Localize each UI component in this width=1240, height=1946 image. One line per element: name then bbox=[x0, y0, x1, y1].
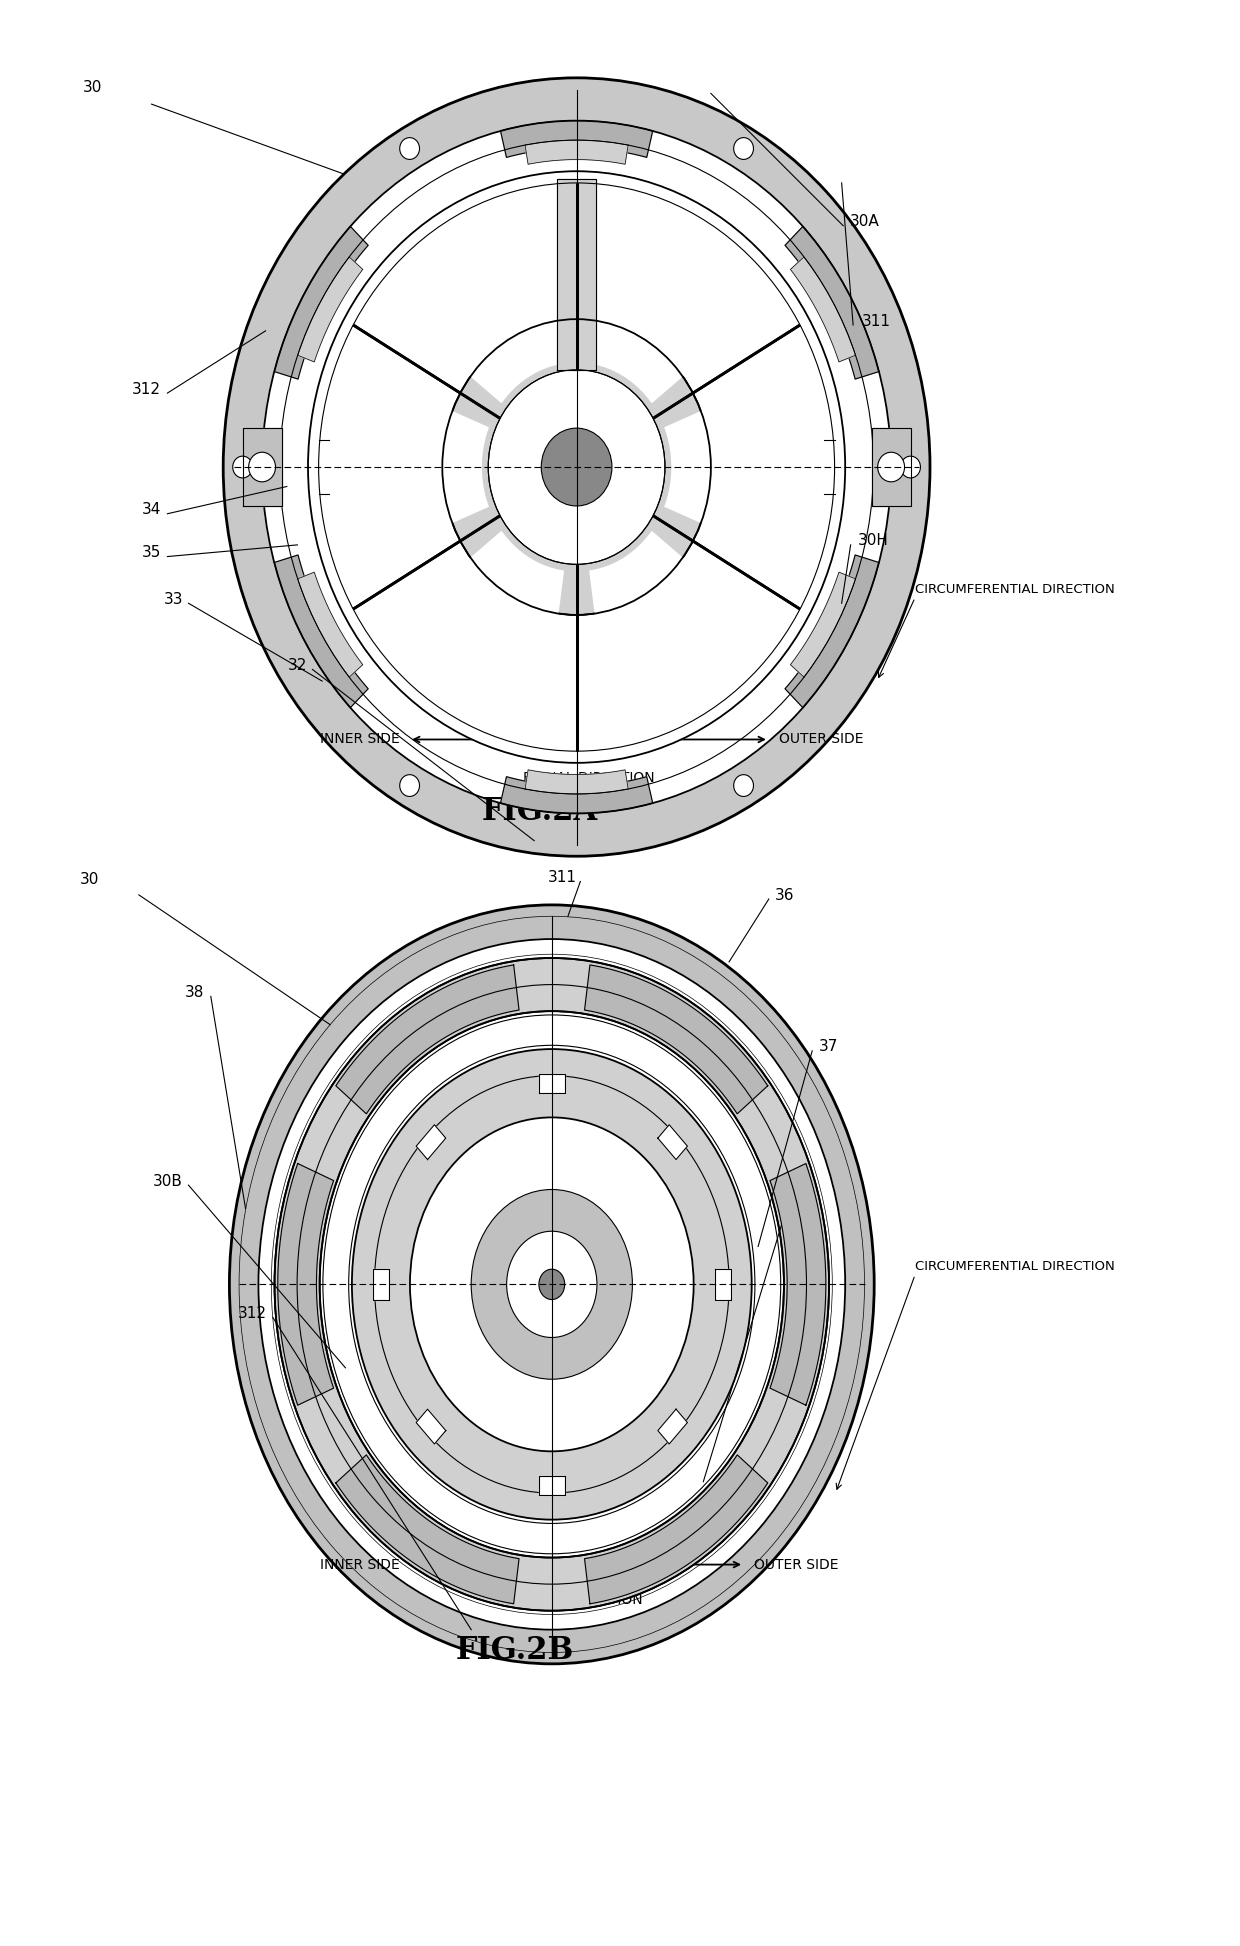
Polygon shape bbox=[223, 78, 930, 856]
Ellipse shape bbox=[541, 428, 613, 506]
Polygon shape bbox=[298, 572, 363, 677]
Text: 30: 30 bbox=[83, 80, 103, 95]
Text: 35: 35 bbox=[141, 545, 161, 560]
Ellipse shape bbox=[507, 1232, 596, 1337]
Polygon shape bbox=[584, 965, 768, 1113]
Text: FIG.2B: FIG.2B bbox=[455, 1635, 574, 1666]
Text: INNER SIDE: INNER SIDE bbox=[320, 732, 399, 747]
Polygon shape bbox=[785, 226, 879, 379]
Polygon shape bbox=[278, 1164, 334, 1405]
Ellipse shape bbox=[233, 455, 253, 479]
Polygon shape bbox=[557, 179, 596, 370]
Ellipse shape bbox=[900, 455, 920, 479]
Polygon shape bbox=[590, 193, 774, 403]
Text: 32: 32 bbox=[288, 658, 308, 673]
Polygon shape bbox=[336, 1456, 520, 1604]
Ellipse shape bbox=[471, 1189, 632, 1380]
Polygon shape bbox=[274, 957, 830, 1611]
Polygon shape bbox=[657, 1125, 687, 1160]
Polygon shape bbox=[243, 428, 281, 506]
Polygon shape bbox=[785, 555, 879, 708]
Text: 37: 37 bbox=[818, 1039, 838, 1055]
Polygon shape bbox=[274, 555, 368, 708]
Polygon shape bbox=[379, 193, 563, 403]
Ellipse shape bbox=[734, 775, 754, 796]
Text: 30A: 30A bbox=[849, 214, 879, 230]
Ellipse shape bbox=[443, 319, 711, 615]
Polygon shape bbox=[326, 364, 489, 570]
Polygon shape bbox=[584, 1456, 768, 1604]
Ellipse shape bbox=[308, 171, 846, 763]
Polygon shape bbox=[590, 531, 774, 741]
Text: FIG.2A: FIG.2A bbox=[481, 796, 598, 827]
Polygon shape bbox=[501, 776, 652, 813]
Polygon shape bbox=[262, 121, 892, 813]
Polygon shape bbox=[501, 121, 652, 158]
Text: 34: 34 bbox=[141, 502, 161, 518]
Polygon shape bbox=[352, 1049, 751, 1520]
Polygon shape bbox=[790, 572, 856, 677]
Polygon shape bbox=[714, 1269, 730, 1300]
Ellipse shape bbox=[399, 775, 419, 796]
Text: INNER SIDE: INNER SIDE bbox=[320, 1557, 399, 1572]
Polygon shape bbox=[872, 428, 910, 506]
Text: 30: 30 bbox=[79, 872, 99, 887]
Text: 312: 312 bbox=[238, 1306, 267, 1321]
Polygon shape bbox=[229, 905, 874, 1664]
Text: 311: 311 bbox=[548, 870, 577, 885]
Polygon shape bbox=[336, 965, 520, 1113]
Polygon shape bbox=[379, 531, 563, 741]
Ellipse shape bbox=[249, 451, 275, 483]
Ellipse shape bbox=[734, 138, 754, 160]
Polygon shape bbox=[274, 226, 368, 379]
Polygon shape bbox=[410, 1117, 693, 1452]
Text: 38: 38 bbox=[185, 985, 205, 1000]
Ellipse shape bbox=[489, 370, 665, 564]
Text: 30H: 30H bbox=[858, 533, 889, 549]
Text: 312: 312 bbox=[133, 381, 161, 397]
Text: 33: 33 bbox=[164, 592, 184, 607]
Ellipse shape bbox=[878, 451, 904, 483]
Text: 30B: 30B bbox=[153, 1173, 182, 1189]
Text: CIRCUMFERENTIAL DIRECTION: CIRCUMFERENTIAL DIRECTION bbox=[915, 1261, 1115, 1273]
Text: 36: 36 bbox=[775, 887, 795, 903]
Text: RADIAL DIRECTION: RADIAL DIRECTION bbox=[523, 771, 655, 786]
Polygon shape bbox=[539, 1475, 564, 1495]
Polygon shape bbox=[322, 1016, 781, 1553]
Text: 311: 311 bbox=[862, 313, 890, 329]
Polygon shape bbox=[525, 771, 629, 794]
Polygon shape bbox=[525, 140, 629, 163]
Polygon shape bbox=[373, 1269, 389, 1300]
Polygon shape bbox=[790, 257, 856, 362]
Ellipse shape bbox=[399, 138, 419, 160]
Text: 30H: 30H bbox=[789, 1214, 820, 1230]
Ellipse shape bbox=[539, 1269, 564, 1300]
Text: OUTER SIDE: OUTER SIDE bbox=[779, 732, 863, 747]
Polygon shape bbox=[417, 1409, 446, 1444]
Text: RADIAL DIRECTION: RADIAL DIRECTION bbox=[511, 1592, 642, 1607]
Polygon shape bbox=[258, 940, 846, 1629]
Polygon shape bbox=[417, 1125, 446, 1160]
Text: OUTER SIDE: OUTER SIDE bbox=[754, 1557, 838, 1572]
Polygon shape bbox=[665, 364, 827, 570]
Polygon shape bbox=[308, 171, 846, 763]
Polygon shape bbox=[657, 1409, 687, 1444]
Polygon shape bbox=[539, 1074, 564, 1094]
Polygon shape bbox=[229, 905, 874, 1664]
Polygon shape bbox=[320, 1012, 784, 1557]
Text: CIRCUMFERENTIAL DIRECTION: CIRCUMFERENTIAL DIRECTION bbox=[915, 584, 1115, 595]
Polygon shape bbox=[770, 1164, 826, 1405]
Polygon shape bbox=[298, 257, 363, 362]
